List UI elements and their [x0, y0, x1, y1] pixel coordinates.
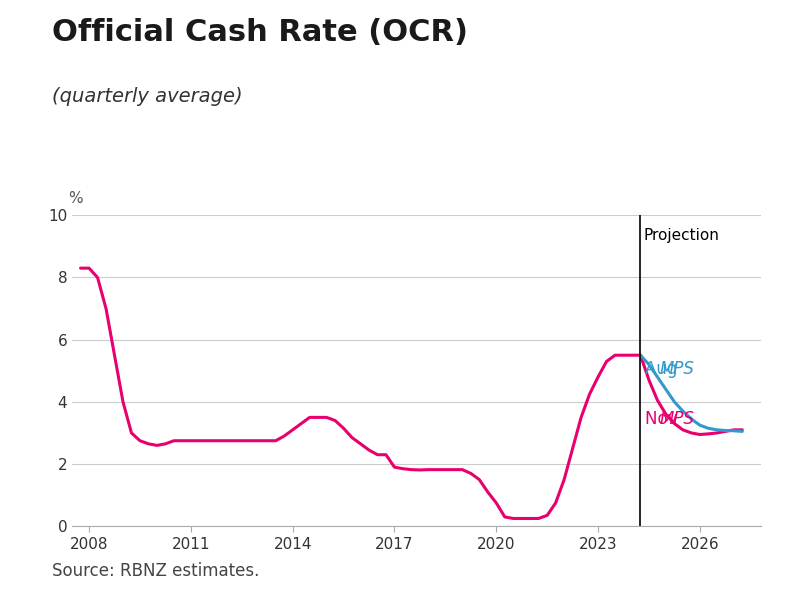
- Text: Official Cash Rate (OCR): Official Cash Rate (OCR): [52, 18, 468, 47]
- Text: Nov: Nov: [645, 410, 682, 428]
- Text: %: %: [68, 191, 83, 206]
- Text: Projection: Projection: [643, 228, 719, 243]
- Text: MPS: MPS: [659, 360, 694, 378]
- Text: (quarterly average): (quarterly average): [52, 87, 243, 106]
- Text: Aug: Aug: [645, 360, 682, 378]
- Text: MPS: MPS: [660, 410, 694, 428]
- Text: Source: RBNZ estimates.: Source: RBNZ estimates.: [52, 562, 260, 580]
